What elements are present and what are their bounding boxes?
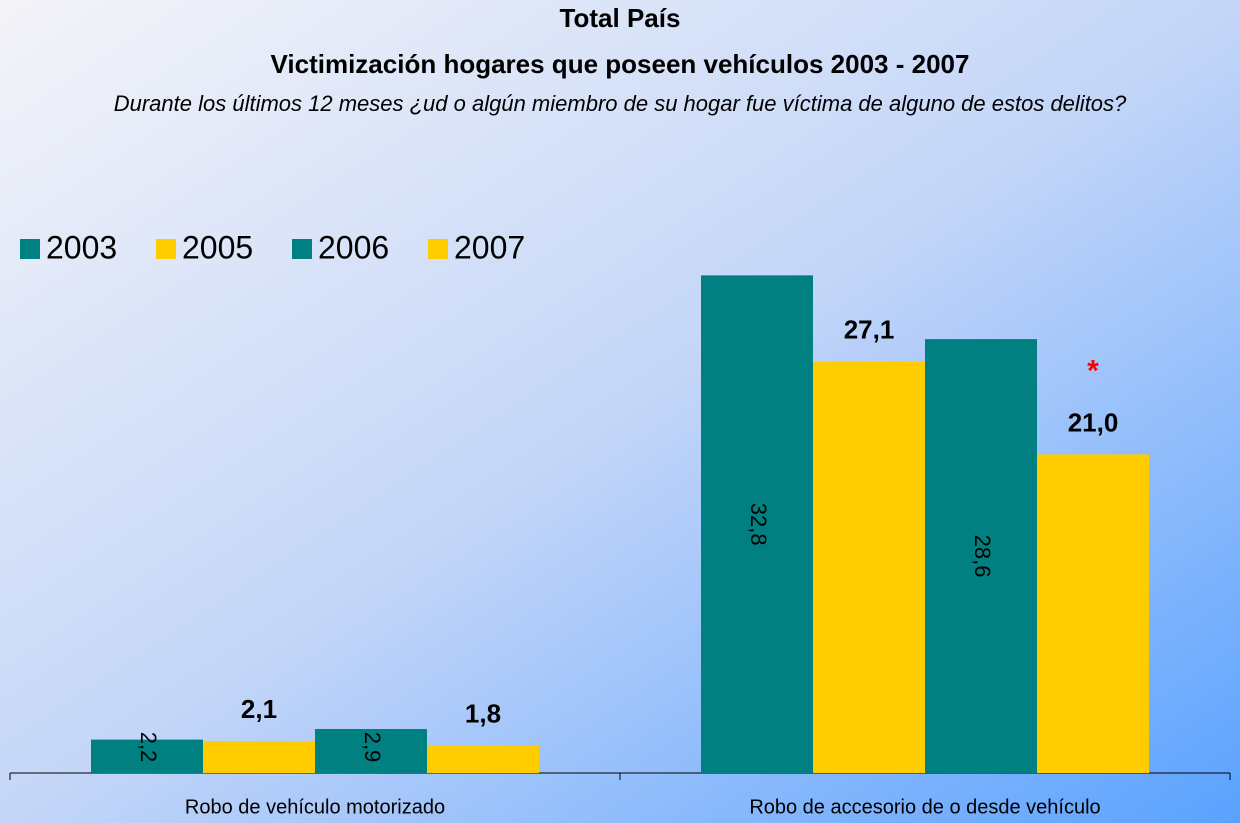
x-tick-label: Robo de accesorio de o desde vehículo <box>749 796 1100 818</box>
data-label: 27,1 <box>844 315 895 345</box>
bar <box>91 739 203 773</box>
bar <box>427 745 539 773</box>
data-label: 2,1 <box>241 694 277 724</box>
legend-label: 2003 <box>46 229 117 265</box>
bar <box>203 741 315 773</box>
legend-swatch <box>20 239 40 259</box>
legend-swatch <box>292 239 312 259</box>
bar <box>701 275 813 773</box>
chart-subtitle: Victimización hogares que poseen vehícul… <box>271 49 970 79</box>
legend-label: 2006 <box>318 229 389 265</box>
legend-label: 2007 <box>454 229 525 265</box>
chart-title: Total País <box>560 3 681 33</box>
annotation: * <box>1087 354 1099 387</box>
data-label: 2,2 <box>136 732 161 763</box>
data-label: 28,6 <box>970 535 995 578</box>
data-label: 2,9 <box>360 732 385 763</box>
x-tick-label: Robo de vehículo motorizado <box>185 796 445 818</box>
legend-label: 2005 <box>182 229 253 265</box>
data-label: 32,8 <box>746 503 771 546</box>
legend-swatch <box>156 239 176 259</box>
bar <box>1037 454 1149 773</box>
bar <box>813 361 925 773</box>
data-label: 1,8 <box>465 699 501 729</box>
bar <box>315 729 427 773</box>
data-label: 21,0 <box>1068 407 1119 437</box>
legend-swatch <box>428 239 448 259</box>
chart-question: Durante los últimos 12 meses ¿ud o algún… <box>114 91 1127 116</box>
bar <box>925 339 1037 773</box>
